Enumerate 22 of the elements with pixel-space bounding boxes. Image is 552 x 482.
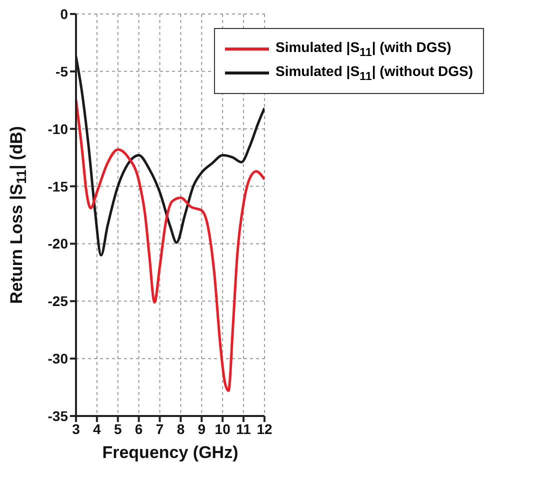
line-series (76, 98, 264, 392)
x-tick-label: 12 (256, 420, 272, 437)
x-tick-label: 4 (93, 420, 102, 437)
y-tick-label: -10 (48, 120, 68, 137)
y-tick-label: -35 (48, 408, 68, 424)
x-tick-label: 6 (134, 420, 143, 437)
y-tick-label: -5 (56, 63, 68, 80)
legend-label: Simulated |S$_{11}$| (without DGS) (275, 62, 473, 83)
y-tick-label: -20 (48, 236, 68, 252)
legend-label: Simulated |S$_{11}$| (with DGS) (275, 39, 452, 59)
x-tick-label: 8 (176, 420, 185, 437)
x-tick-label: 3 (72, 420, 80, 437)
x-tick-label: 11 (236, 420, 252, 437)
y-tick-label: -30 (48, 350, 68, 367)
y-tick-label: -25 (48, 293, 68, 310)
x-axis-title: Frequency (GHz) (102, 443, 238, 462)
x-tick-label: 10 (214, 420, 231, 437)
y-tick-label: 0 (60, 6, 68, 22)
x-tick-label: 9 (198, 420, 206, 437)
y-tick-label: -15 (48, 178, 68, 194)
x-tick-label: 5 (114, 420, 122, 437)
x-tick-label: 7 (156, 420, 164, 437)
